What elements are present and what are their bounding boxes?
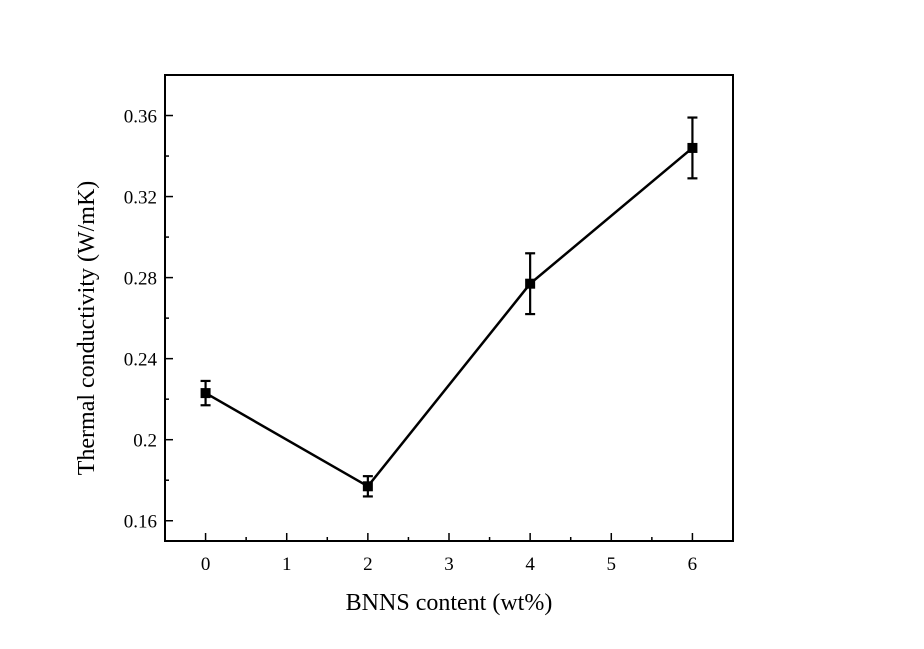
plot-frame (164, 74, 734, 542)
x-tick-label: 4 (525, 554, 535, 575)
x-axis-title: BNNS content (wt%) (346, 590, 553, 616)
x-tick-label: 1 (282, 554, 292, 575)
marker (525, 278, 536, 289)
y-tick-label: 0.28 (124, 269, 157, 290)
marker (200, 388, 211, 399)
x-tick-label: 3 (444, 554, 454, 575)
x-tick-label: 6 (688, 554, 698, 575)
data-line (204, 146, 694, 488)
y-tick-label: 0.16 (124, 512, 157, 533)
marker (362, 481, 373, 492)
x-tick-label: 0 (201, 554, 211, 575)
y-tick-label: 0.32 (124, 188, 157, 209)
x-tick-label: 2 (363, 554, 373, 575)
y-tick-label: 0.2 (133, 431, 157, 452)
y-tick-label: 0.36 (124, 107, 157, 128)
x-tick-label: 5 (607, 554, 617, 575)
marker (687, 142, 698, 153)
y-axis-title: Thermal conductivity (W/mK) (74, 181, 100, 476)
y-tick-label: 0.24 (124, 350, 158, 371)
